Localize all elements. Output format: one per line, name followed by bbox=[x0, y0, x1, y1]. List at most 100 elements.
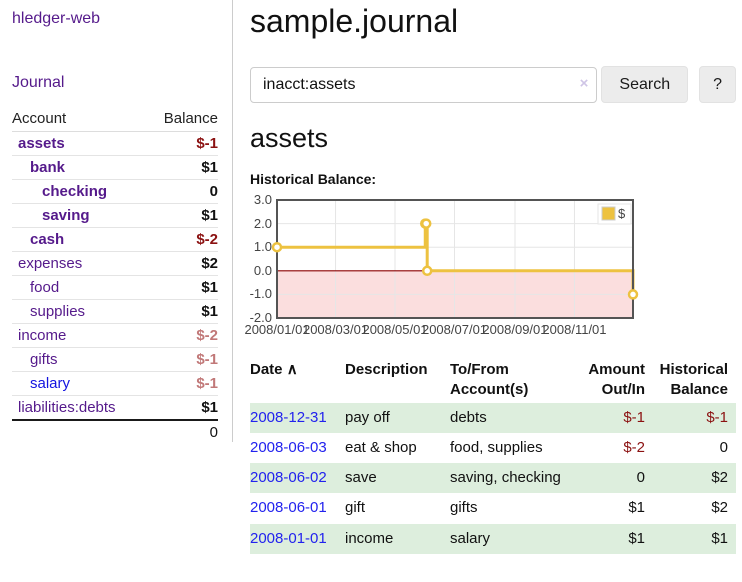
accounts-rows: assets $-1 bank $1 checking 0 saving $1 cash $-2 e… bbox=[12, 132, 218, 420]
search-box: × bbox=[250, 66, 598, 103]
historical-balance-chart[interactable]: $3.0 2.0 1.0 0.0 -1.0 -2.0 2008/01/01 2008/03/0… bbox=[244, 193, 736, 346]
transaction-accounts: gifts bbox=[450, 499, 478, 517]
account-link[interactable]: liabilities:debts bbox=[18, 399, 116, 416]
accounts-total-value: 0 bbox=[209, 424, 218, 441]
transaction-amount: $1 bbox=[628, 499, 645, 517]
transaction-row: 2008-06-02 save saving, checking 0 $2 bbox=[250, 463, 736, 494]
transaction-balance: $2 bbox=[711, 499, 728, 517]
accounts-header-account: Account bbox=[12, 110, 67, 127]
account-balance: $1 bbox=[201, 303, 218, 320]
main-content: sample.journal × Search ? assets Histori… bbox=[244, 0, 736, 554]
chart-canvas[interactable]: $ bbox=[250, 196, 736, 322]
transaction-description: income bbox=[345, 529, 394, 547]
account-link[interactable]: checking bbox=[42, 183, 108, 200]
transaction-row: 2008-06-01 gift gifts $1 $2 bbox=[250, 493, 736, 523]
accounts-table-header: Account Balance bbox=[12, 108, 218, 132]
account-link[interactable]: saving bbox=[42, 207, 90, 224]
svg-text:$: $ bbox=[618, 206, 626, 221]
transaction-balance: $1 bbox=[711, 529, 728, 547]
transaction-amount: $-2 bbox=[623, 438, 645, 456]
accounts-header-balance: Balance bbox=[163, 110, 218, 127]
account-balance: $2 bbox=[201, 255, 218, 272]
account-balance: $-2 bbox=[196, 327, 218, 344]
transaction-row: 2008-06-03 eat & shop food, supplies $-2 0 bbox=[250, 433, 736, 463]
y-axis-tick-label: -1.0 bbox=[249, 286, 272, 302]
account-row-liabilities-debts: liabilities:debts $1 bbox=[12, 396, 218, 420]
account-row-assets: assets $-1 bbox=[12, 132, 218, 156]
account-link[interactable]: gifts bbox=[30, 351, 58, 368]
sort-ascending-icon: ∧ bbox=[286, 361, 298, 378]
account-link[interactable]: assets bbox=[18, 135, 65, 152]
transaction-accounts: saving, checking bbox=[450, 469, 561, 486]
account-row-cash: cash $-2 bbox=[12, 228, 218, 252]
account-balance: $-1 bbox=[196, 351, 218, 368]
transaction-description: save bbox=[345, 469, 377, 486]
account-row-income: income $-2 bbox=[12, 324, 218, 348]
account-balance: 0 bbox=[209, 183, 218, 200]
transaction-description: gift bbox=[345, 499, 366, 517]
page-title: sample.journal bbox=[250, 3, 459, 39]
sidebar-item-journal[interactable]: Journal bbox=[12, 74, 65, 91]
app-brand-link[interactable]: hledger-web bbox=[12, 10, 101, 27]
y-axis-tick-label: 0.0 bbox=[253, 262, 272, 278]
transaction-date-link[interactable]: 2008-06-03 bbox=[250, 438, 327, 456]
account-row-gifts: gifts $-1 bbox=[12, 348, 218, 372]
transaction-date-link[interactable]: 2008-01-01 bbox=[250, 529, 327, 547]
account-heading: assets bbox=[250, 123, 329, 153]
x-axis-tick-label: 2008/09/01 bbox=[482, 322, 548, 337]
y-axis-tick-label: 2.0 bbox=[253, 215, 272, 231]
account-row-bank: bank $1 bbox=[12, 156, 218, 180]
transaction-balance: 0 bbox=[719, 438, 728, 456]
column-header-description: Description bbox=[345, 361, 428, 378]
account-link[interactable]: cash bbox=[30, 231, 65, 248]
x-axis-tick-label: 2008/05/01 bbox=[362, 322, 428, 337]
account-link[interactable]: food bbox=[30, 279, 60, 296]
chart-title: Historical Balance: bbox=[250, 171, 377, 187]
transaction-amount: $-1 bbox=[623, 408, 645, 426]
account-row-saving: saving $1 bbox=[12, 204, 218, 228]
account-balance: $-1 bbox=[196, 135, 218, 152]
account-link[interactable]: supplies bbox=[30, 303, 86, 320]
column-header-accounts: To/From Account(s) bbox=[450, 361, 529, 399]
transaction-amount: $1 bbox=[628, 529, 645, 547]
column-header-amount: Amount Out/In bbox=[588, 361, 645, 399]
column-header-date[interactable]: Date ∧ bbox=[250, 361, 298, 378]
account-link[interactable]: income bbox=[18, 327, 67, 344]
search-button[interactable]: Search bbox=[601, 66, 689, 103]
x-axis-tick-label: 2008/01/01 bbox=[244, 322, 310, 337]
transaction-accounts: debts bbox=[450, 408, 487, 426]
account-balance: $-1 bbox=[196, 375, 218, 392]
search-form: × Search ? bbox=[250, 66, 736, 103]
clear-search-icon[interactable]: × bbox=[579, 74, 589, 92]
transaction-date-link[interactable]: 2008-12-31 bbox=[250, 408, 327, 426]
account-row-supplies: supplies $1 bbox=[12, 300, 218, 324]
accounts-table: Account Balance assets $-1 bank $1 checking 0… bbox=[12, 108, 218, 444]
transaction-row: 2008-01-01 income salary $1 $1 bbox=[250, 523, 736, 554]
account-row-checking: checking 0 bbox=[12, 180, 218, 204]
transaction-date-link[interactable]: 2008-06-01 bbox=[250, 499, 327, 517]
help-button[interactable]: ? bbox=[699, 66, 736, 103]
column-header-balance: Historical Balance bbox=[659, 361, 728, 399]
transaction-amount: 0 bbox=[636, 469, 645, 486]
search-input[interactable] bbox=[250, 66, 598, 103]
account-row-food: food $1 bbox=[12, 276, 218, 300]
transaction-row: 2008-12-31 pay off debts $-1 $-1 bbox=[250, 402, 736, 433]
register-rows: 2008-12-31 pay off debts $-1 $-1 2008-06-03 ea… bbox=[250, 402, 736, 554]
account-link[interactable]: bank bbox=[30, 159, 66, 176]
accounts-total-row: 0 bbox=[12, 419, 218, 444]
account-balance: $1 bbox=[201, 279, 218, 296]
account-balance: $1 bbox=[201, 399, 218, 416]
transaction-balance: $-1 bbox=[706, 408, 728, 426]
x-axis-tick-label: 2008/07/01 bbox=[421, 322, 488, 337]
transaction-accounts: food, supplies bbox=[450, 438, 543, 456]
transaction-description: eat & shop bbox=[345, 438, 417, 456]
transaction-description: pay off bbox=[345, 408, 390, 426]
account-link[interactable]: salary bbox=[30, 375, 71, 392]
sidebar: hledger-web Journal Account Balance asse… bbox=[0, 0, 233, 442]
transaction-date-link[interactable]: 2008-06-02 bbox=[250, 469, 327, 486]
account-balance: $1 bbox=[201, 159, 218, 176]
account-link[interactable]: expenses bbox=[18, 255, 83, 272]
account-row-salary: salary $-1 bbox=[12, 372, 218, 396]
register-header-row: Date ∧ Description To/From Account(s) Am… bbox=[250, 358, 736, 403]
